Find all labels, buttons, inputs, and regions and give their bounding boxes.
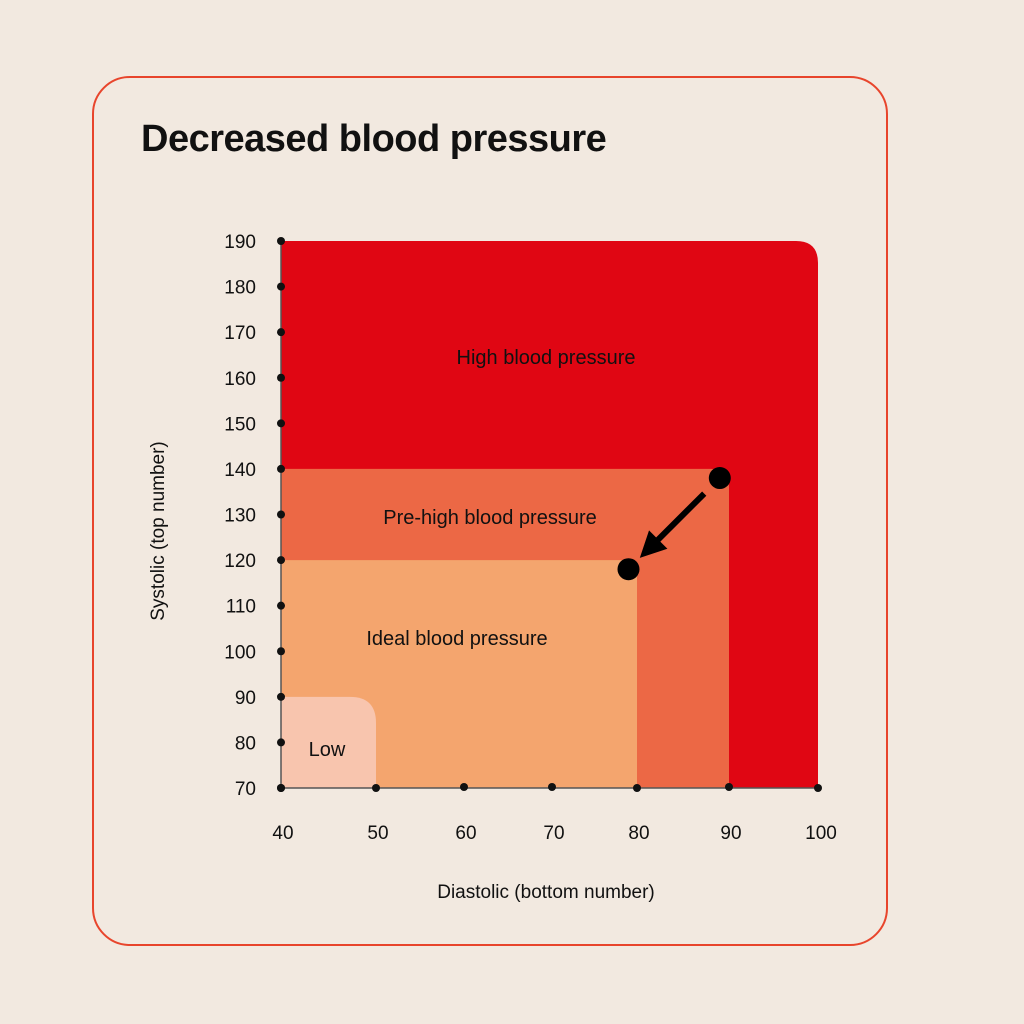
y-tick-dot [277, 373, 285, 382]
y-tick-label: 190 [224, 232, 256, 253]
x-tick-label: 40 [272, 823, 293, 844]
y-tick-label: 180 [224, 278, 256, 299]
y-tick-dot [277, 510, 285, 519]
y-tick-dot [277, 647, 285, 656]
zone-low [281, 696, 376, 788]
x-tick-label: 100 [805, 823, 837, 844]
zones-layer: High blood pressure Pre-high blood pressu… [281, 241, 818, 788]
x-tick-label: 60 [455, 823, 476, 844]
y-tick-dot [277, 464, 285, 473]
x-tick-label: 90 [720, 823, 741, 844]
x-tick-dot [633, 784, 641, 792]
arrow-head [639, 530, 668, 558]
chart-card [92, 76, 888, 946]
x-tick-label: 50 [367, 823, 388, 844]
chart-title: Decreased blood pressure [141, 118, 607, 160]
zone-label: Low [309, 739, 346, 761]
y-tick-label: 90 [235, 688, 256, 709]
y-tick-label: 100 [224, 642, 256, 663]
arrow-shaft [653, 491, 707, 545]
y-tick-label: 140 [224, 460, 256, 481]
x-tick-dot [277, 784, 285, 792]
data-point-end [617, 558, 640, 581]
y-tick-label: 130 [224, 506, 256, 527]
y-tick-label: 70 [235, 779, 256, 800]
zone-label: Pre-high blood pressure [383, 507, 596, 529]
y-tick-label: 120 [224, 551, 256, 572]
y-axis-label: Systolic (top number) [148, 441, 169, 621]
x-tick-dot [548, 783, 556, 791]
x-tick-dot [372, 784, 380, 792]
y-tick-dot [277, 692, 285, 701]
y-tick-dot [277, 237, 285, 245]
x-tick-dot [460, 783, 468, 791]
x-tick-dot [725, 783, 733, 791]
data-point-start [708, 467, 731, 490]
y-tick-label: 110 [226, 597, 256, 618]
y-tick-dot [277, 556, 285, 565]
y-tick-dot [277, 738, 285, 747]
y-tick-label: 160 [224, 369, 256, 390]
x-tick-label: 80 [628, 823, 649, 844]
x-axis-label: Diastolic (bottom number) [437, 882, 655, 903]
y-tick-dot [277, 328, 285, 337]
y-tick-label: 170 [224, 323, 256, 344]
axes-layer: 70 80 90 100 110 120 130 140 150 160 170 180 190 40 50… [224, 232, 837, 844]
marks-layer [617, 467, 731, 581]
y-tick-dot [277, 282, 285, 291]
y-tick-label: 150 [224, 414, 256, 435]
x-tick-label: 70 [543, 823, 564, 844]
zone-label: High blood pressure [457, 347, 636, 369]
y-tick-dot [277, 419, 285, 428]
y-tick-dot [277, 601, 285, 610]
y-tick-label: 80 [235, 733, 256, 754]
x-tick-dot [814, 784, 822, 792]
zone-label: Ideal blood pressure [366, 628, 547, 650]
